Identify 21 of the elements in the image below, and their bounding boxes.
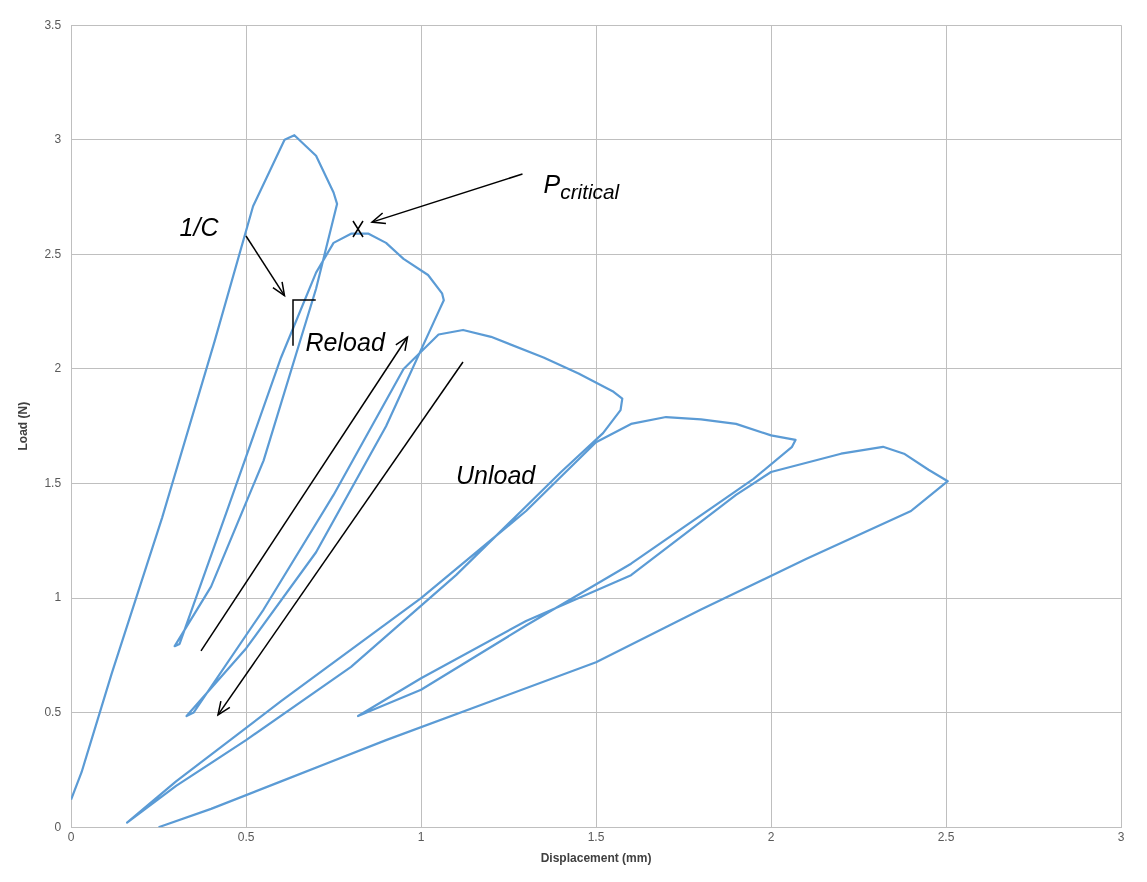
y-tick-label: 0 [54,819,62,834]
y-tick-label: 2.5 [44,246,62,261]
y-tick-label: 2 [54,361,62,376]
y-tick-label: 1.5 [44,475,62,490]
x-tick-label: 3 [1117,829,1125,844]
y-tick-label: 0.5 [44,704,62,719]
x-tick-label: 1.5 [587,829,605,844]
annotation: Reload [305,327,385,357]
y-tick-label: 3 [54,132,62,147]
x-tick-label: 2.5 [937,829,955,844]
x-tick-label: 1 [417,829,425,844]
x-axis-title: Displacement (mm) [540,851,652,866]
x-tick-label: 0.5 [237,829,255,844]
y-axis-title: Load (N) [15,401,30,451]
annotation: Unload [456,460,536,490]
annotation: 1/C [179,213,219,243]
x-tick-label: 2 [767,829,775,844]
annotation: P$_{critical}$ [543,169,620,204]
y-tick-label: 1 [54,590,62,605]
y-tick-label: 3.5 [44,17,62,32]
x-tick-label: 0 [67,829,75,844]
